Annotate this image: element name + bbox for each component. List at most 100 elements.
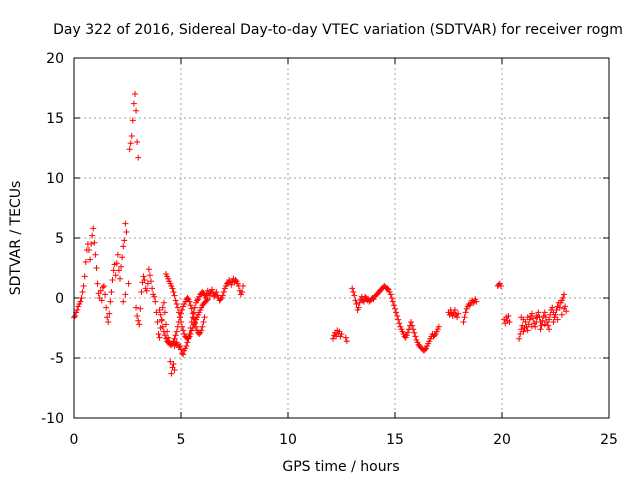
- data-point: [393, 309, 400, 316]
- data-point: [178, 310, 184, 317]
- data-point: [549, 304, 556, 311]
- data-point: [108, 289, 115, 295]
- data-point: [201, 314, 208, 321]
- data-point: [546, 316, 553, 323]
- data-point: [547, 311, 554, 318]
- data-point: [190, 315, 197, 322]
- data-point: [384, 285, 391, 292]
- data-point: [159, 323, 166, 330]
- data-point: [395, 316, 402, 323]
- data-point: [178, 346, 184, 353]
- data-point: [505, 313, 512, 319]
- x-tick-label: 25: [600, 432, 618, 448]
- data-point: [176, 343, 183, 349]
- data-point: [85, 247, 92, 253]
- data-point: [200, 319, 207, 325]
- data-point: [172, 297, 179, 304]
- data-point: [553, 307, 560, 313]
- data-point: [145, 266, 152, 273]
- data-point: [561, 291, 568, 298]
- data-point: [353, 301, 360, 307]
- data-point: [98, 297, 105, 304]
- data-point: [470, 299, 477, 306]
- data-point: [455, 310, 462, 317]
- data-point: [120, 298, 127, 305]
- data-point: [127, 140, 134, 147]
- data-point: [151, 293, 158, 300]
- data-point: [394, 313, 401, 319]
- data-point: [170, 289, 177, 295]
- data-point: [525, 321, 532, 328]
- data-point: [169, 285, 176, 292]
- data-point: [172, 332, 179, 339]
- data-point: [112, 272, 119, 279]
- data-point: [411, 329, 418, 336]
- data-point: [556, 304, 563, 311]
- data-point: [558, 311, 565, 318]
- data-point: [187, 331, 194, 337]
- data-point: [409, 322, 416, 329]
- data-point: [537, 326, 544, 333]
- data-point: [87, 256, 94, 263]
- data-point: [180, 327, 187, 334]
- data-point: [404, 329, 411, 336]
- data-point: [171, 292, 178, 299]
- data-point: [157, 311, 164, 318]
- x-tick-label: 10: [279, 432, 297, 448]
- data-point: [192, 323, 199, 330]
- data-point: [199, 323, 206, 330]
- data-point: [338, 331, 345, 337]
- data-point: [122, 291, 129, 298]
- data-point: [198, 327, 205, 334]
- data-point: [217, 296, 224, 303]
- data-point: [126, 146, 133, 153]
- data-point: [174, 304, 181, 311]
- data-point: [533, 313, 540, 319]
- y-axis-label: SDTVAR / TECUs: [8, 181, 24, 296]
- data-point: [92, 251, 99, 258]
- data-point: [435, 323, 442, 330]
- data-point: [520, 328, 527, 335]
- data-point: [559, 295, 566, 301]
- data-point: [173, 301, 180, 307]
- y-tick-label: 5: [55, 231, 64, 247]
- data-point: [421, 346, 428, 353]
- data-point: [545, 322, 552, 329]
- data-point: [160, 328, 167, 335]
- data-point: [100, 283, 107, 289]
- data-point: [189, 325, 196, 331]
- data-point: [119, 254, 126, 261]
- data-point: [451, 307, 458, 313]
- x-tick-label: 0: [70, 432, 79, 448]
- data-point: [168, 370, 175, 377]
- data-point: [517, 331, 524, 337]
- data-point: [396, 320, 403, 327]
- data-point: [74, 307, 81, 313]
- y-tick-label: -5: [50, 351, 64, 367]
- data-point: [516, 335, 523, 342]
- data-point: [78, 295, 85, 301]
- data-point: [473, 298, 480, 305]
- data-point: [185, 334, 192, 341]
- data-point: [187, 302, 194, 309]
- data-point: [161, 332, 168, 339]
- data-point: [196, 331, 203, 337]
- x-axis-label: GPS time / hours: [282, 459, 399, 475]
- x-tick-label: 5: [177, 432, 186, 448]
- data-point: [123, 229, 130, 235]
- data-point: [389, 298, 396, 305]
- data-point: [497, 283, 504, 289]
- plot-area-border: [73, 57, 610, 419]
- data-point: [541, 309, 548, 316]
- data-point: [97, 287, 104, 294]
- data-point: [163, 321, 170, 328]
- data-point: [93, 265, 100, 271]
- data-point: [542, 314, 549, 321]
- data-point: [329, 335, 336, 342]
- data-point: [176, 314, 183, 321]
- data-point: [152, 298, 159, 305]
- data-point: [160, 299, 167, 306]
- data-points: [71, 91, 570, 377]
- data-point: [155, 331, 162, 337]
